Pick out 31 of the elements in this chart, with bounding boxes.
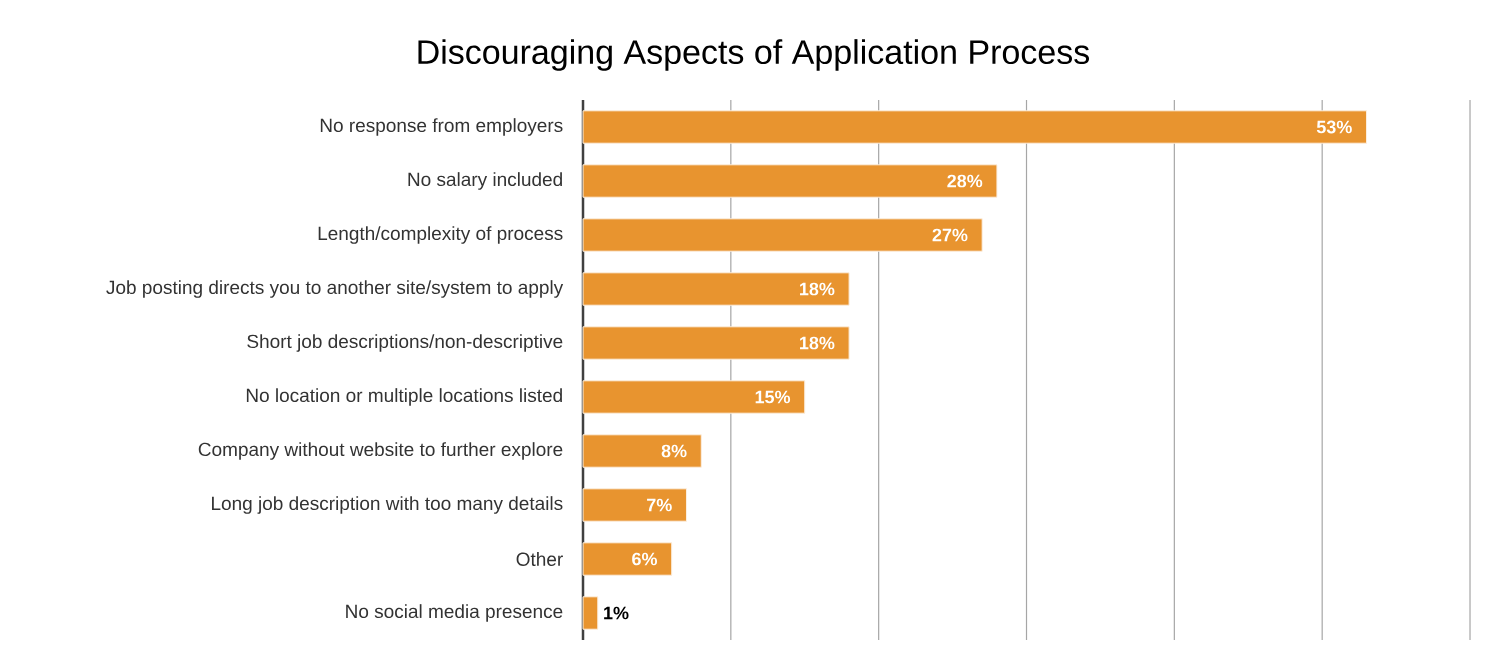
y-tick-label: Long job description with too many details (212, 496, 563, 514)
data-label: 8% (661, 444, 687, 458)
y-tick-label: Job posting directs you to another site/system to apply (106, 280, 564, 298)
bar (582, 542, 673, 576)
data-label: 18% (800, 282, 835, 296)
bar (582, 434, 702, 468)
data-label: 6% (632, 552, 658, 566)
bar (582, 380, 806, 414)
y-tick-label: No response from employers (320, 118, 563, 136)
y-tick-label: Other (516, 552, 563, 566)
bar (582, 326, 850, 360)
bar (582, 272, 850, 306)
data-label: 18% (800, 336, 835, 350)
y-tick-label: No location or multiple locations listed (246, 388, 562, 406)
chart-title: Discouraging Aspects of Application Process (418, 39, 1089, 71)
data-label: 7% (647, 498, 672, 512)
data-label: 15% (755, 390, 791, 404)
bar (582, 164, 998, 198)
bar (582, 218, 983, 252)
bar (582, 596, 599, 630)
y-tick-label: No salary included (408, 172, 562, 190)
y-tick-label: Company without website to further explore (198, 442, 563, 460)
y-tick-label: Length/complexity of process (318, 226, 563, 244)
data-label: 27% (932, 228, 968, 242)
y-tick-label: Short job descriptions/non-descriptive (247, 334, 563, 352)
y-tick-label: No social media presence (346, 604, 563, 622)
data-label: 28% (947, 174, 983, 188)
data-label: 1% (604, 606, 629, 620)
data-label: 53% (1316, 120, 1352, 134)
bar (582, 488, 687, 522)
bar (582, 110, 1368, 144)
